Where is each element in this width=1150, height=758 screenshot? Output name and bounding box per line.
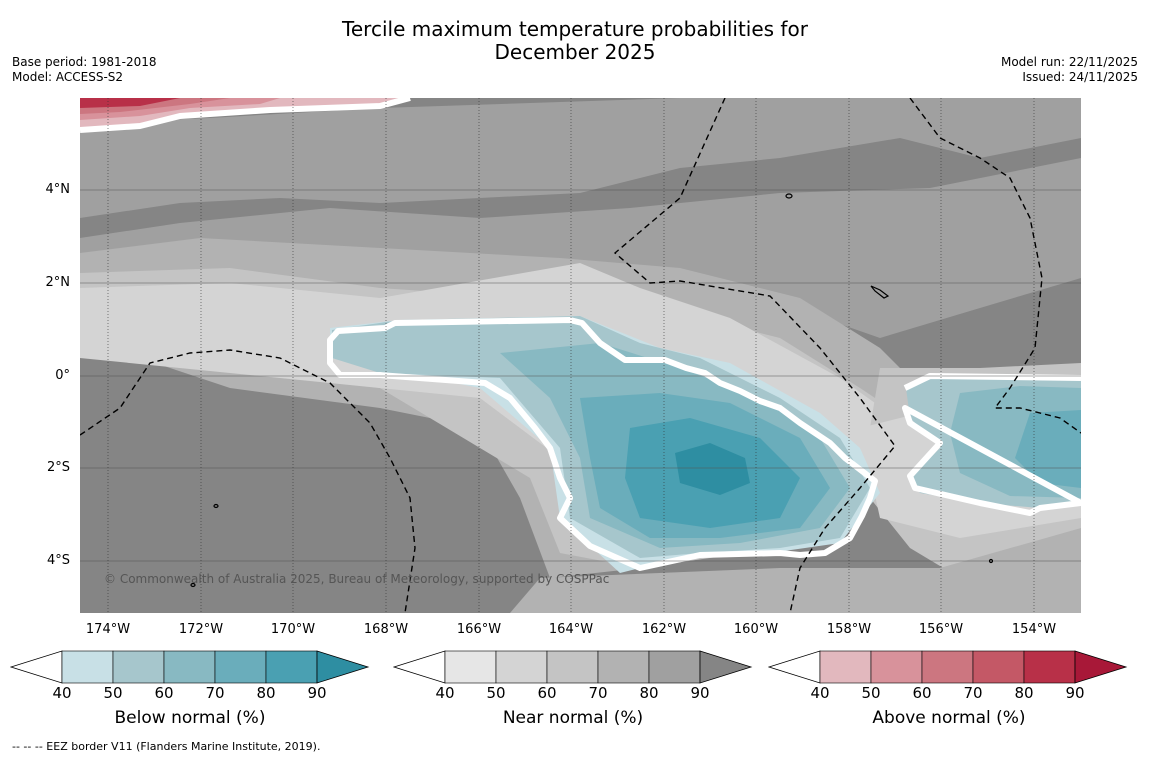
colorbar-extend-low bbox=[10, 650, 63, 684]
colorbar-tick-label: 80 bbox=[256, 684, 276, 702]
colorbar-extend-high bbox=[699, 650, 753, 684]
colorbar-near-title: Near normal (%) bbox=[502, 708, 644, 728]
tercile-boundary-lines bbox=[80, 98, 1081, 571]
title-line-2: December 2025 bbox=[494, 40, 656, 64]
colorbar-tick-label: 50 bbox=[486, 684, 506, 702]
lon-label-168w: 168°W bbox=[363, 622, 409, 637]
colorbar-tick-label: 60 bbox=[154, 684, 174, 702]
colorbar-segment bbox=[265, 650, 318, 684]
colorbar-tick-label: 40 bbox=[435, 684, 455, 702]
near-normal-band-80 bbox=[80, 98, 1081, 218]
colorbar-tick-label: 80 bbox=[639, 684, 659, 702]
colorbar-tick-label: 60 bbox=[537, 684, 557, 702]
below-normal-central-90 bbox=[675, 443, 750, 495]
colorbar-tick-label: 70 bbox=[588, 684, 608, 702]
colorbar-extend-high bbox=[316, 650, 370, 684]
colorbar-segment bbox=[870, 650, 923, 684]
lon-label-162w: 162°W bbox=[641, 622, 687, 637]
colorbar-segment bbox=[1023, 650, 1076, 684]
lat-label-eq: 0° bbox=[55, 368, 70, 383]
model-name: Model: ACCESS-S2 bbox=[12, 70, 124, 84]
islands bbox=[190, 193, 994, 588]
model-run: Model run: 22/11/2025 bbox=[1000, 55, 1138, 69]
colorbar-segment bbox=[972, 650, 1025, 684]
map-title: Tercile maximum temperature probabilitie… bbox=[0, 18, 1150, 64]
colorbar-tick-label: 70 bbox=[963, 684, 983, 702]
lon-label-172w: 172°W bbox=[178, 622, 224, 637]
graticule bbox=[80, 189, 1081, 562]
meta-left: Base period: 1981-2018 Model: ACCESS-S2 bbox=[12, 55, 157, 85]
colorbar-extend-high bbox=[1074, 650, 1128, 684]
lat-label-2s: 2°S bbox=[46, 460, 70, 475]
eez-borders bbox=[80, 98, 1081, 613]
colorbar-above-title: Above normal (%) bbox=[872, 708, 1026, 728]
colorbar-tick-label: 90 bbox=[1065, 684, 1085, 702]
near-normal-south bbox=[510, 528, 1081, 613]
issued-date: Issued: 24/11/2025 bbox=[1022, 70, 1138, 84]
lon-label-170w: 170°W bbox=[270, 622, 316, 637]
lat-label-4s: 4°S bbox=[46, 553, 70, 568]
copyright-credit: © Commonwealth of Australia 2025, Bureau… bbox=[104, 572, 610, 586]
lon-label-158w: 158°W bbox=[826, 622, 872, 637]
colorbar-tick-label: 80 bbox=[1014, 684, 1034, 702]
colorbar-segment bbox=[597, 650, 650, 684]
lon-label-174w: 174°W bbox=[85, 622, 131, 637]
probability-map bbox=[80, 98, 1081, 613]
colorbar-segment bbox=[648, 650, 701, 684]
lon-label-166w: 166°W bbox=[456, 622, 502, 637]
colorbar-tick-label: 50 bbox=[861, 684, 881, 702]
base-period: Base period: 1981-2018 bbox=[12, 55, 157, 69]
title-line-1: Tercile maximum temperature probabilitie… bbox=[342, 17, 808, 41]
colorbar-below bbox=[10, 650, 370, 684]
above-normal-70 bbox=[80, 98, 180, 108]
lon-label-156w: 156°W bbox=[918, 622, 964, 637]
colorbar-below-title: Below normal (%) bbox=[114, 708, 266, 728]
lon-label-164w: 164°W bbox=[548, 622, 594, 637]
lon-label-160w: 160°W bbox=[733, 622, 779, 637]
colorbar-tick-label: 90 bbox=[690, 684, 710, 702]
colorbar-segment bbox=[921, 650, 974, 684]
colorbar-tick-label: 50 bbox=[103, 684, 123, 702]
colorbar-tick-label: 40 bbox=[810, 684, 830, 702]
colorbar-segment bbox=[112, 650, 165, 684]
colorbar-extend-low bbox=[393, 650, 446, 684]
lat-label-2n: 2°N bbox=[45, 275, 71, 290]
colorbar-extend-low bbox=[768, 650, 821, 684]
colorbar-above bbox=[768, 650, 1128, 684]
meridians bbox=[107, 98, 1035, 613]
colorbar-segment bbox=[163, 650, 216, 684]
colorbar-tick-label: 70 bbox=[205, 684, 225, 702]
colorbar-segment bbox=[214, 650, 267, 684]
eez-footnote: -- -- -- EEZ border V11 (Flanders Marine… bbox=[12, 740, 321, 753]
colorbar-near bbox=[393, 650, 753, 684]
colorbar-segment bbox=[61, 650, 114, 684]
colorbar-segment bbox=[444, 650, 497, 684]
colorbar-tick-label: 40 bbox=[52, 684, 72, 702]
lat-label-4n: 4°N bbox=[45, 182, 71, 197]
meta-right: Model run: 22/11/2025 Issued: 24/11/2025 bbox=[1001, 55, 1138, 85]
below-normal-east-70 bbox=[1015, 410, 1081, 488]
colorbar-segment bbox=[495, 650, 548, 684]
lon-label-154w: 154°W bbox=[1011, 622, 1057, 637]
colorbar-segment bbox=[819, 650, 872, 684]
near-normal-band-80b bbox=[80, 158, 1081, 338]
colorbar-tick-label: 90 bbox=[307, 684, 327, 702]
colorbar-tick-label: 60 bbox=[912, 684, 932, 702]
colorbar-segment bbox=[546, 650, 599, 684]
